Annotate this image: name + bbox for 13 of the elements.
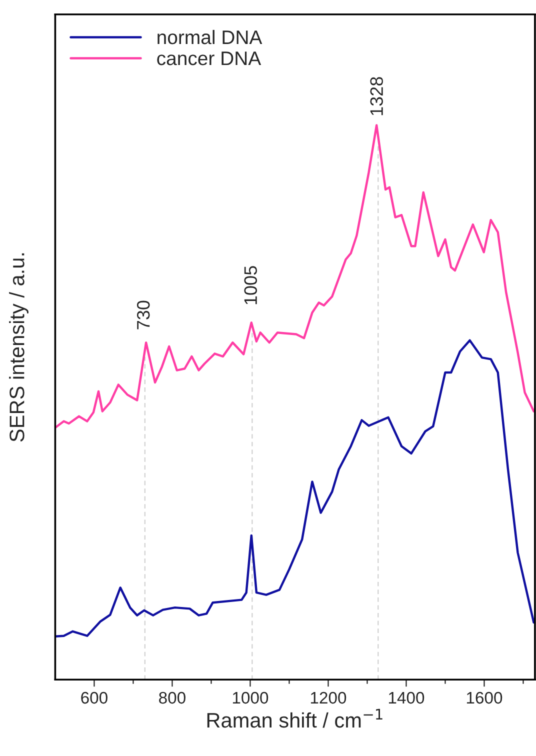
ref-line-label: 1328 [370,77,383,116]
ref-line-label: 1005 [244,266,258,304]
x-tick-label: 1200 [310,692,346,704]
x-tick-label: 1000 [232,692,268,704]
x-tick-label: 600 [81,692,108,704]
x-tick-label: 1400 [388,692,424,704]
x-axis-title: Raman shift / cm$^{−1}$ [207,708,382,728]
y-axis-title: SERS intensity / a.u. [9,253,28,442]
legend-label: cancer DNA [157,52,262,66]
ref-line-label: 730 [136,300,150,330]
legend-label: normal DNA [158,30,262,44]
x-tick-label: 1600 [466,692,502,704]
x-tick-label: 800 [159,692,186,704]
